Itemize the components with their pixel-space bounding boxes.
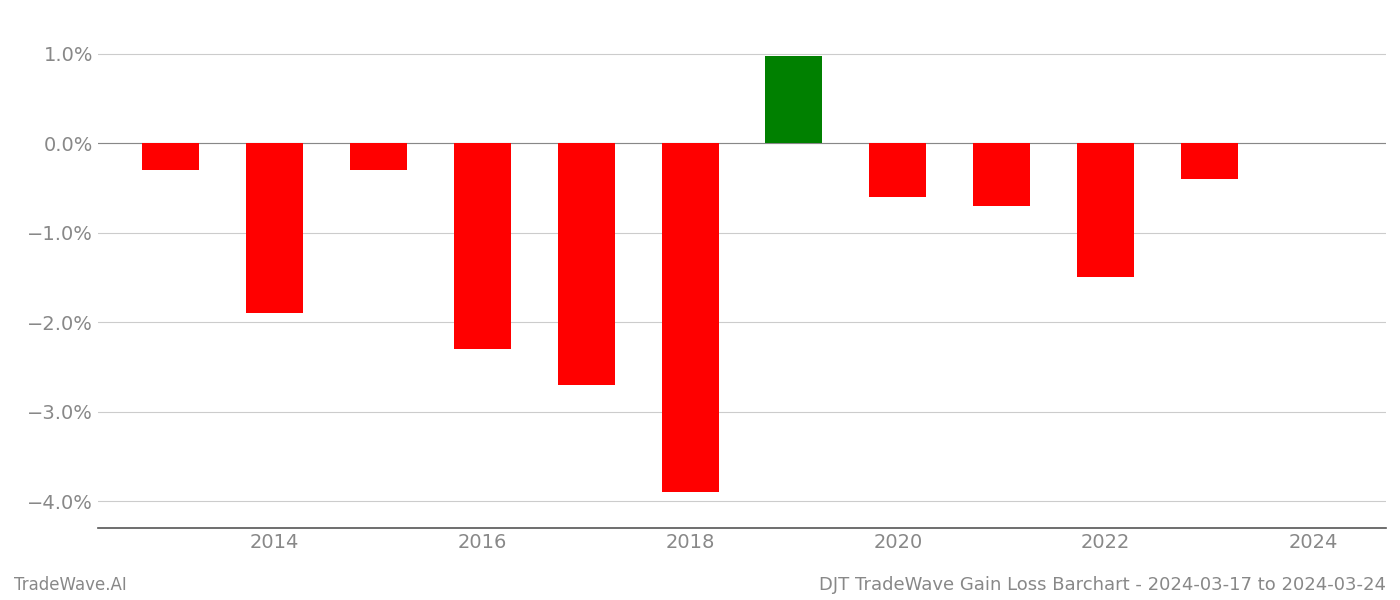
Bar [246,143,304,313]
Bar [557,143,615,385]
Text: DJT TradeWave Gain Loss Barchart - 2024-03-17 to 2024-03-24: DJT TradeWave Gain Loss Barchart - 2024-… [819,576,1386,594]
Bar [350,143,407,170]
Bar [869,143,927,197]
Bar [766,56,822,143]
Bar [661,143,718,492]
Bar [973,143,1030,206]
Bar [1180,143,1238,179]
Bar [143,143,199,170]
Text: TradeWave.AI: TradeWave.AI [14,576,127,594]
Bar [1077,143,1134,277]
Bar [454,143,511,349]
